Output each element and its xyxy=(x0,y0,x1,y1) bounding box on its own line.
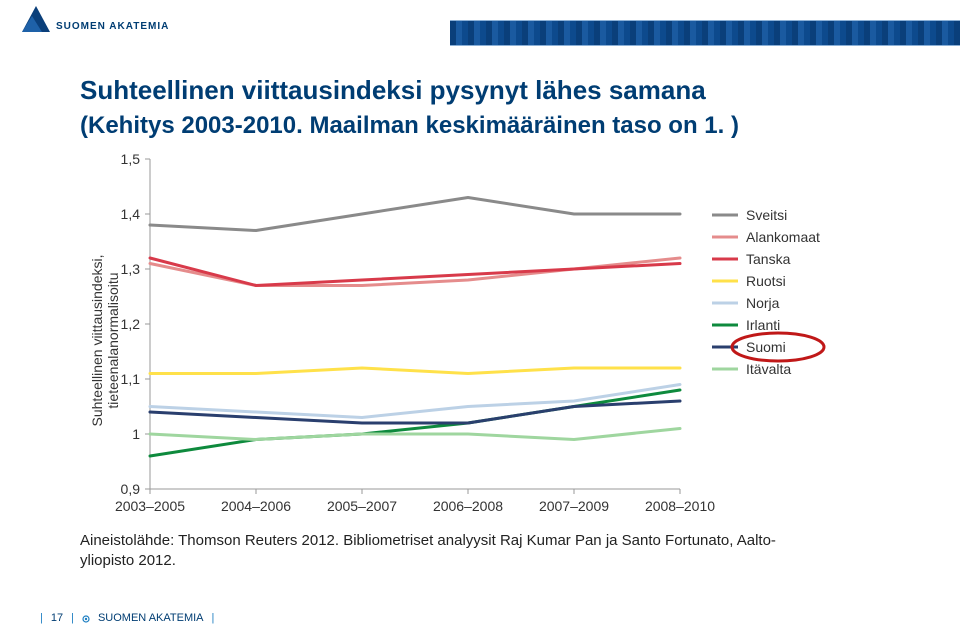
svg-text:2008–2010: 2008–2010 xyxy=(645,498,715,514)
svg-text:2007–2009: 2007–2009 xyxy=(539,498,609,514)
header-accent-stripe xyxy=(450,20,960,46)
slide: { "header": { "org_text": "SUOMEN AKATEM… xyxy=(0,0,960,638)
footer-org: SUOMEN AKATEMIA xyxy=(98,612,204,624)
svg-text:Norja: Norja xyxy=(746,295,780,311)
svg-text:2003–2005: 2003–2005 xyxy=(115,498,185,514)
page-number: 17 xyxy=(51,612,63,624)
svg-text:Suhteellinen viittausindeksi,: Suhteellinen viittausindeksi, xyxy=(89,254,105,426)
svg-text:Sveitsi: Sveitsi xyxy=(746,207,787,223)
svg-text:Irlanti: Irlanti xyxy=(746,317,780,333)
svg-text:Itävalta: Itävalta xyxy=(746,361,791,377)
svg-text:2004–2006: 2004–2006 xyxy=(221,498,291,514)
svg-text:1,1: 1,1 xyxy=(121,371,141,387)
footer-pipe-icon: | xyxy=(212,612,215,624)
source-line-2: yliopisto 2012. xyxy=(80,552,176,569)
svg-text:Suomi: Suomi xyxy=(746,339,786,355)
slide-subtitle: (Kehitys 2003-2010. Maailman keskimääräi… xyxy=(80,111,880,141)
logo-triangle-icon xyxy=(22,6,50,32)
svg-text:1,4: 1,4 xyxy=(121,206,141,222)
svg-text:1: 1 xyxy=(132,426,140,442)
svg-text:Ruotsi: Ruotsi xyxy=(746,273,786,289)
svg-text:1,3: 1,3 xyxy=(121,261,141,277)
citation-index-chart: 0,9 1 1,1 1,2 1,3 1,4 1,5 2003–2005 2004–2006 200… xyxy=(80,153,900,523)
source-citation: Aineistolähde: Thomson Reuters 2012. Bib… xyxy=(80,531,880,572)
slide-title: Suhteellinen viittausindeksi pysynyt läh… xyxy=(80,74,880,107)
footer-bullet-icon xyxy=(82,614,90,622)
svg-text:0,9: 0,9 xyxy=(121,481,141,497)
svg-text:2006–2008: 2006–2008 xyxy=(433,498,503,514)
footer-pipe-icon: | xyxy=(71,612,74,624)
svg-text:Tanska: Tanska xyxy=(746,251,791,267)
svg-text:1,2: 1,2 xyxy=(121,316,141,332)
org-logo: SUOMEN AKATEMIA xyxy=(22,6,169,32)
svg-text:tieteenalanormalisoitu: tieteenalanormalisoitu xyxy=(105,272,121,408)
slide-footer: | 17 | SUOMEN AKATEMIA | xyxy=(40,612,214,624)
svg-text:1,5: 1,5 xyxy=(121,153,141,167)
line-chart-svg: 0,9 1 1,1 1,2 1,3 1,4 1,5 2003–2005 2004–2006 200… xyxy=(80,153,880,523)
svg-text:Alankomaat: Alankomaat xyxy=(746,229,820,245)
header-bar: SUOMEN AKATEMIA xyxy=(0,0,960,60)
footer-pipe-icon: | xyxy=(40,612,43,624)
org-name: SUOMEN AKATEMIA xyxy=(56,21,169,32)
source-line-1: Aineistolähde: Thomson Reuters 2012. Bib… xyxy=(80,532,776,549)
svg-text:2005–2007: 2005–2007 xyxy=(327,498,397,514)
